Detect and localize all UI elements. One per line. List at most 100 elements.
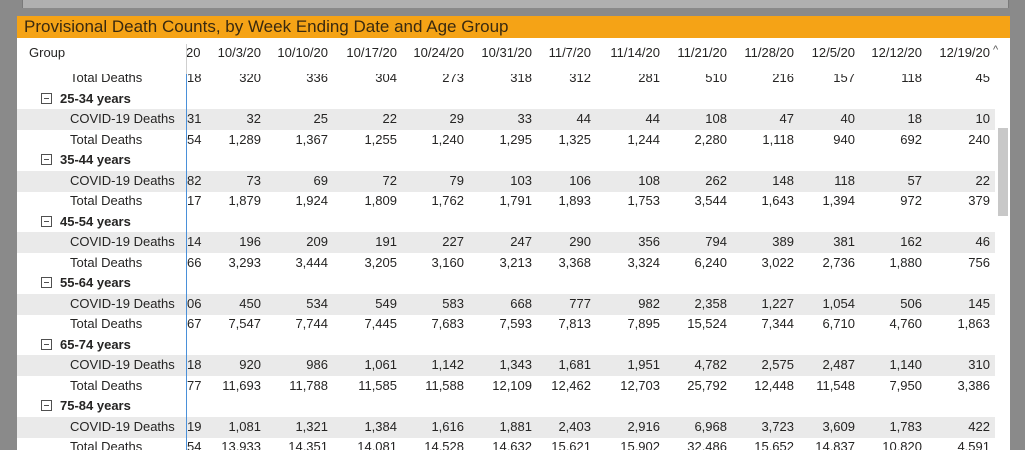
value-cell: 1,118 bbox=[762, 131, 794, 147]
table-row[interactable]: COVID-19 Deaths 82 73 69 72 79 103 106 108 262 148… bbox=[17, 170, 995, 192]
value-cell: 389 bbox=[772, 234, 794, 249]
value-cell: 32,486 bbox=[687, 439, 727, 450]
value-cell: 10 bbox=[975, 111, 990, 126]
value-cell: 11,548 bbox=[816, 377, 855, 393]
group-row[interactable]: 45-54 years bbox=[17, 211, 995, 233]
table-row[interactable]: COVID-19 Deaths 19 1,081 1,321 1,384 1,616 1,8… bbox=[17, 416, 995, 438]
column-header-cut[interactable]: 20 bbox=[186, 45, 201, 60]
column-header[interactable]: 10/17/20 bbox=[346, 45, 397, 60]
value-cell: 7,895 bbox=[627, 316, 660, 331]
group-label: 75-84 years bbox=[60, 398, 131, 413]
table-row[interactable]: Total Deaths 54 13,933 14,351 14,081 14,528 14… bbox=[17, 437, 995, 450]
value-cell: 1,809 bbox=[364, 193, 397, 208]
group-row[interactable]: 25-34 years bbox=[17, 88, 995, 110]
table-row[interactable]: Total Deaths 17 1,879 1,924 1,809 1,762 1,791 1… bbox=[17, 191, 995, 212]
value-cell: 2,358 bbox=[694, 295, 727, 311]
value-cell: 1,227 bbox=[761, 295, 794, 311]
collapse-icon[interactable] bbox=[41, 92, 52, 104]
scrollbar-thumb[interactable] bbox=[998, 128, 1008, 216]
value-cell: 1,061 bbox=[364, 357, 397, 372]
value-cell: 157 bbox=[833, 74, 855, 85]
value-cell: 668 bbox=[510, 295, 532, 311]
table-row[interactable]: Total Deaths 77 11,693 11,788 11,585 11,588 12… bbox=[17, 376, 995, 397]
value-cell: 262 bbox=[705, 172, 727, 188]
column-header[interactable]: 11/21/20 bbox=[677, 45, 727, 60]
value-cell: 1,616 bbox=[431, 418, 464, 434]
value-cell: 12,448 bbox=[754, 377, 794, 393]
row-label: Total Deaths bbox=[70, 74, 143, 85]
cut-cell: 31 bbox=[187, 111, 202, 126]
table-row[interactable]: COVID-19 Deaths 06 450 534 549 583 668 777 982 2,… bbox=[17, 293, 995, 315]
group-row[interactable]: 75-84 years bbox=[17, 396, 995, 417]
value-cell: 1,863 bbox=[957, 316, 990, 331]
value-cell: 46 bbox=[975, 234, 990, 249]
value-cell: 1,325 bbox=[558, 131, 591, 147]
table-row[interactable]: COVID-19 Deaths 18 920 986 1,061 1,142 1,343 1,… bbox=[17, 355, 995, 376]
collapse-icon[interactable] bbox=[41, 400, 52, 411]
collapse-icon[interactable] bbox=[41, 277, 52, 288]
window-top-strip bbox=[22, 0, 1009, 8]
value-cell: 320 bbox=[239, 74, 261, 85]
table-row[interactable]: Total Deaths 18 320 336 304 273 318 312 281 510 21… bbox=[17, 74, 995, 89]
column-header[interactable]: 11/14/20 bbox=[610, 45, 660, 60]
value-cell: 15,902 bbox=[620, 439, 660, 450]
group-row[interactable]: 55-64 years bbox=[17, 273, 995, 294]
group-row[interactable]: 65-74 years bbox=[17, 334, 995, 356]
value-cell: 3,544 bbox=[694, 193, 727, 208]
value-cell: 25,792 bbox=[687, 377, 727, 393]
value-cell: 450 bbox=[239, 295, 261, 311]
value-cell: 1,394 bbox=[822, 193, 855, 208]
value-cell: 3,293 bbox=[228, 254, 261, 270]
column-header[interactable]: 11/7/20 bbox=[548, 45, 591, 60]
table-row[interactable]: Total Deaths 67 7,547 7,744 7,445 7,683 7,593 7… bbox=[17, 314, 995, 335]
cut-cell: 54 bbox=[187, 439, 202, 450]
value-cell: 318 bbox=[510, 74, 532, 85]
value-cell: 506 bbox=[900, 295, 922, 311]
row-label: Total Deaths bbox=[70, 316, 143, 331]
column-header[interactable]: 10/24/20 bbox=[413, 45, 464, 60]
table-row[interactable]: COVID-19 Deaths 14 196 209 191 227 247 290 356 79… bbox=[17, 232, 995, 253]
value-cell: 692 bbox=[900, 131, 922, 147]
group-row[interactable]: 35-44 years bbox=[17, 150, 995, 171]
header-divider bbox=[186, 44, 187, 74]
column-header[interactable]: 10/31/20 bbox=[481, 45, 532, 60]
column-header[interactable]: 10/10/20 bbox=[277, 45, 328, 60]
value-cell: 11,788 bbox=[289, 377, 328, 393]
value-cell: 510 bbox=[705, 74, 727, 85]
collapse-icon[interactable] bbox=[41, 154, 52, 165]
value-cell: 304 bbox=[375, 74, 397, 85]
row-label: Total Deaths bbox=[70, 193, 143, 208]
collapse-icon[interactable] bbox=[41, 215, 52, 227]
value-cell: 73 bbox=[246, 172, 261, 188]
value-cell: 118 bbox=[901, 74, 922, 85]
table-visual: Provisional Death Counts, by Week Ending… bbox=[17, 16, 1010, 450]
value-cell: 777 bbox=[569, 295, 591, 311]
value-cell: 920 bbox=[239, 357, 261, 372]
cut-cell: 67 bbox=[187, 316, 202, 331]
table-row[interactable]: Total Deaths 54 1,289 1,367 1,255 1,240 1,295 1… bbox=[17, 130, 995, 151]
column-header[interactable]: 12/19/20 bbox=[939, 45, 990, 60]
value-cell: 1,924 bbox=[295, 193, 328, 208]
collapse-icon[interactable] bbox=[41, 338, 52, 350]
value-cell: 11,693 bbox=[222, 377, 261, 393]
row-label: COVID-19 Deaths bbox=[70, 234, 175, 249]
value-cell: 47 bbox=[779, 111, 794, 126]
value-cell: 1,081 bbox=[228, 418, 261, 434]
value-cell: 3,368 bbox=[558, 254, 591, 270]
column-header[interactable]: 10/3/20 bbox=[217, 45, 261, 60]
column-header[interactable]: 12/5/20 bbox=[811, 45, 855, 60]
cut-cell: 17 bbox=[187, 193, 202, 208]
value-cell: 15,621 bbox=[551, 439, 591, 450]
value-cell: 381 bbox=[833, 234, 855, 249]
table-row[interactable]: COVID-19 Deaths 31 32 25 22 29 33 44 44 108 47 40 18… bbox=[17, 109, 995, 130]
cut-cell: 18 bbox=[187, 74, 202, 85]
scroll-up-icon[interactable]: ^ bbox=[993, 44, 999, 56]
column-header[interactable]: 11/28/20 bbox=[744, 45, 794, 60]
column-header[interactable]: 12/12/20 bbox=[871, 45, 922, 60]
group-column-header[interactable]: Group bbox=[29, 45, 66, 60]
frozen-column-divider[interactable] bbox=[186, 74, 187, 450]
table-row[interactable]: Total Deaths 66 3,293 3,444 3,205 3,160 3,213 3… bbox=[17, 253, 995, 274]
row-label: Total Deaths bbox=[70, 377, 143, 393]
value-cell: 13,933 bbox=[221, 439, 261, 450]
value-cell: 1,140 bbox=[889, 357, 922, 372]
